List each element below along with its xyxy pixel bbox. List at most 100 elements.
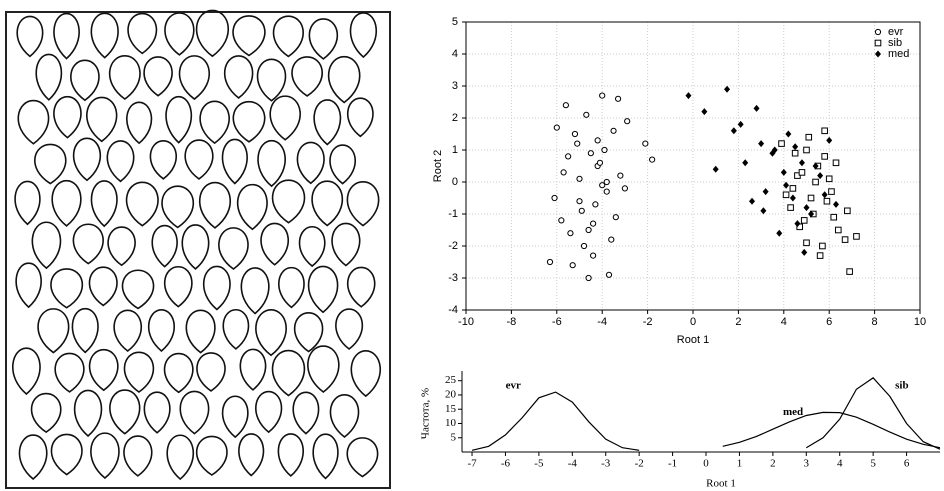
density-curve — [722, 411, 941, 449]
x-tick-label: 4 — [837, 458, 843, 470]
x-tick-label: 6 — [904, 458, 910, 470]
point — [614, 95, 622, 102]
plot-frame — [465, 21, 921, 311]
seed — [311, 180, 344, 227]
point — [585, 274, 592, 282]
point — [808, 210, 815, 218]
y-tick-label: 4 — [452, 48, 458, 60]
seed — [88, 266, 118, 307]
point — [833, 200, 840, 208]
point — [585, 226, 592, 234]
point — [590, 220, 597, 227]
seed — [240, 267, 270, 315]
x-tick-label: 2 — [770, 458, 776, 470]
seed — [221, 395, 249, 439]
x-axis-label: Root 1 — [706, 478, 736, 490]
point — [791, 149, 799, 157]
seed — [17, 99, 50, 145]
point — [825, 175, 833, 183]
seed — [109, 389, 141, 435]
point — [832, 159, 840, 167]
point — [612, 214, 619, 221]
seed — [296, 141, 325, 185]
seed — [293, 312, 324, 353]
seed — [163, 265, 193, 308]
point — [603, 178, 610, 186]
seed — [308, 18, 339, 60]
point — [816, 252, 824, 259]
seed — [18, 434, 48, 481]
point — [782, 191, 790, 199]
seed — [50, 268, 84, 309]
seed — [198, 181, 232, 229]
point — [812, 162, 819, 170]
point — [798, 169, 806, 176]
x-tick-label: -8 — [507, 316, 517, 328]
point — [846, 268, 853, 275]
point — [780, 168, 787, 176]
point — [798, 159, 805, 167]
seed — [269, 95, 301, 141]
seed — [256, 58, 287, 102]
point — [592, 201, 599, 208]
seed — [15, 262, 42, 309]
point — [778, 140, 785, 147]
point — [724, 85, 731, 93]
point — [576, 198, 583, 205]
x-tick-label: -6 — [501, 458, 511, 470]
point — [819, 242, 826, 250]
point — [599, 182, 606, 189]
seed — [278, 266, 305, 309]
point — [785, 130, 792, 138]
seed — [196, 352, 226, 392]
seed — [14, 180, 41, 226]
seed — [312, 433, 339, 480]
seed — [298, 225, 326, 268]
seed — [71, 307, 99, 354]
seed — [37, 308, 70, 354]
point — [571, 130, 579, 138]
seed — [165, 95, 193, 144]
point — [783, 181, 790, 189]
seed — [88, 348, 119, 392]
seed — [238, 433, 265, 477]
point — [569, 262, 576, 269]
y-tick-label: 1 — [452, 144, 458, 156]
seed — [35, 53, 63, 101]
seed — [72, 137, 102, 182]
point — [610, 127, 617, 134]
point — [789, 185, 797, 192]
seed — [73, 389, 103, 438]
curve-label: med — [783, 406, 803, 418]
seed — [123, 435, 153, 477]
point — [803, 146, 810, 154]
seed — [329, 394, 360, 438]
point — [599, 92, 606, 99]
point — [608, 236, 615, 243]
seed — [147, 309, 176, 352]
point — [776, 229, 783, 237]
seed — [53, 12, 80, 60]
point — [551, 194, 558, 202]
seed — [292, 391, 320, 435]
point — [580, 242, 588, 250]
point — [605, 271, 613, 278]
seed — [30, 392, 62, 434]
seed — [125, 181, 159, 227]
seed — [108, 54, 141, 101]
seed — [31, 221, 62, 270]
seed — [70, 59, 100, 102]
point — [758, 140, 765, 148]
point — [828, 188, 835, 195]
seed — [222, 308, 250, 350]
seed — [291, 56, 324, 97]
seed — [178, 55, 211, 101]
seed — [257, 139, 286, 188]
point — [844, 207, 851, 215]
seed — [53, 95, 82, 139]
point — [805, 133, 813, 141]
seed — [86, 96, 118, 143]
point — [841, 236, 849, 243]
seed — [346, 180, 380, 227]
x-tick-label: 6 — [826, 316, 832, 328]
